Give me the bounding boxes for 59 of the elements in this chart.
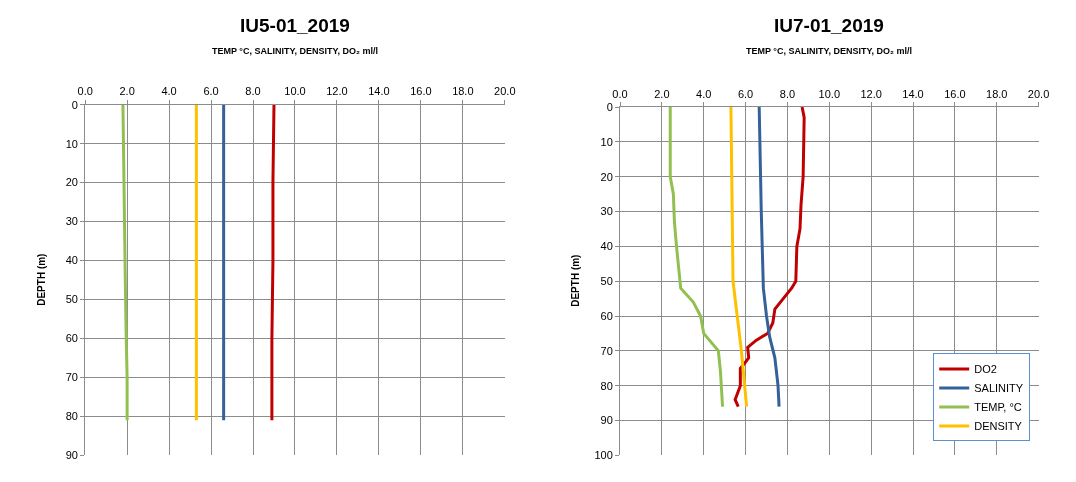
x-tick-label: 14.0 [902, 87, 924, 100]
y-tick-label: 30 [600, 205, 613, 218]
y-tick-label: 80 [65, 410, 78, 423]
y-tick-label: 30 [65, 215, 78, 228]
y-tick-label: 20 [65, 176, 78, 189]
x-tick-label: 4.0 [161, 85, 177, 98]
x-tick-label: 8.0 [779, 87, 796, 100]
x-tick-label: 12.0 [326, 85, 348, 98]
y-tick-label: 50 [600, 275, 613, 288]
x-tick-label: 6.0 [203, 85, 219, 98]
legend-label: DO2 [974, 363, 997, 376]
x-tick-label: 4.0 [696, 87, 712, 100]
x-axis-title: TEMP °C, SALINITY, DENSITY, DO₂ ml/l [746, 46, 912, 56]
x-tick-label: 16.0 [944, 87, 966, 100]
y-tick-label: 0 [606, 100, 613, 113]
line-series [668, 107, 725, 409]
x-tick-label: 10.0 [284, 85, 306, 98]
line-series [733, 107, 806, 409]
y-tick-label: 60 [600, 309, 613, 322]
y-axis-title: DEPTH (m) [570, 254, 582, 307]
y-tick-label: 50 [65, 293, 78, 306]
line-series [729, 107, 749, 409]
x-tick-label: 12.0 [860, 87, 882, 100]
x-tick-label: 0.0 [612, 87, 628, 100]
x-tick-label: 2.0 [654, 87, 670, 100]
x-tick-label: 20.0 [494, 85, 516, 98]
y-tick-label: 10 [65, 137, 78, 150]
y-tick-label: 20 [600, 170, 613, 183]
x-tick-label: 2.0 [119, 85, 135, 98]
chart-title: IU5-01_2019 [240, 15, 350, 36]
x-tick-label: 8.0 [245, 85, 261, 98]
legend-label: SALINITY [974, 382, 1024, 395]
x-tick-label: 10.0 [818, 87, 840, 100]
chart-title: IU7-01_2019 [774, 15, 884, 36]
legend-label: DENSITY [974, 420, 1023, 433]
line-series [757, 107, 781, 409]
x-axis-title: TEMP °C, SALINITY, DENSITY, DO₂ ml/l [212, 46, 378, 56]
y-tick-label: 0 [71, 98, 78, 111]
y-tick-label: 80 [600, 379, 613, 392]
y-axis-title: DEPTH (m) [35, 253, 47, 306]
x-tick-label: 6.0 [737, 87, 754, 100]
y-tick-label: 40 [65, 254, 78, 267]
y-tick-label: 70 [600, 344, 613, 357]
y-tick-label: 40 [600, 240, 613, 253]
x-tick-label: 18.0 [986, 87, 1008, 100]
x-tick-label: 20.0 [1027, 87, 1050, 100]
x-tick-label: 14.0 [368, 85, 390, 98]
y-tick-label: 60 [65, 332, 78, 345]
y-tick-label: 70 [65, 371, 78, 384]
x-tick-label: 18.0 [452, 85, 474, 98]
y-tick-label: 90 [65, 449, 78, 462]
x-tick-label: 0.0 [77, 85, 93, 98]
line-series [121, 104, 129, 422]
y-tick-label: 10 [600, 135, 613, 148]
line-series [270, 104, 276, 422]
y-tick-label: 90 [600, 414, 613, 427]
legend-label: TEMP, °C [974, 401, 1022, 414]
x-tick-label: 16.0 [410, 85, 432, 98]
y-tick-label: 100 [594, 449, 613, 462]
